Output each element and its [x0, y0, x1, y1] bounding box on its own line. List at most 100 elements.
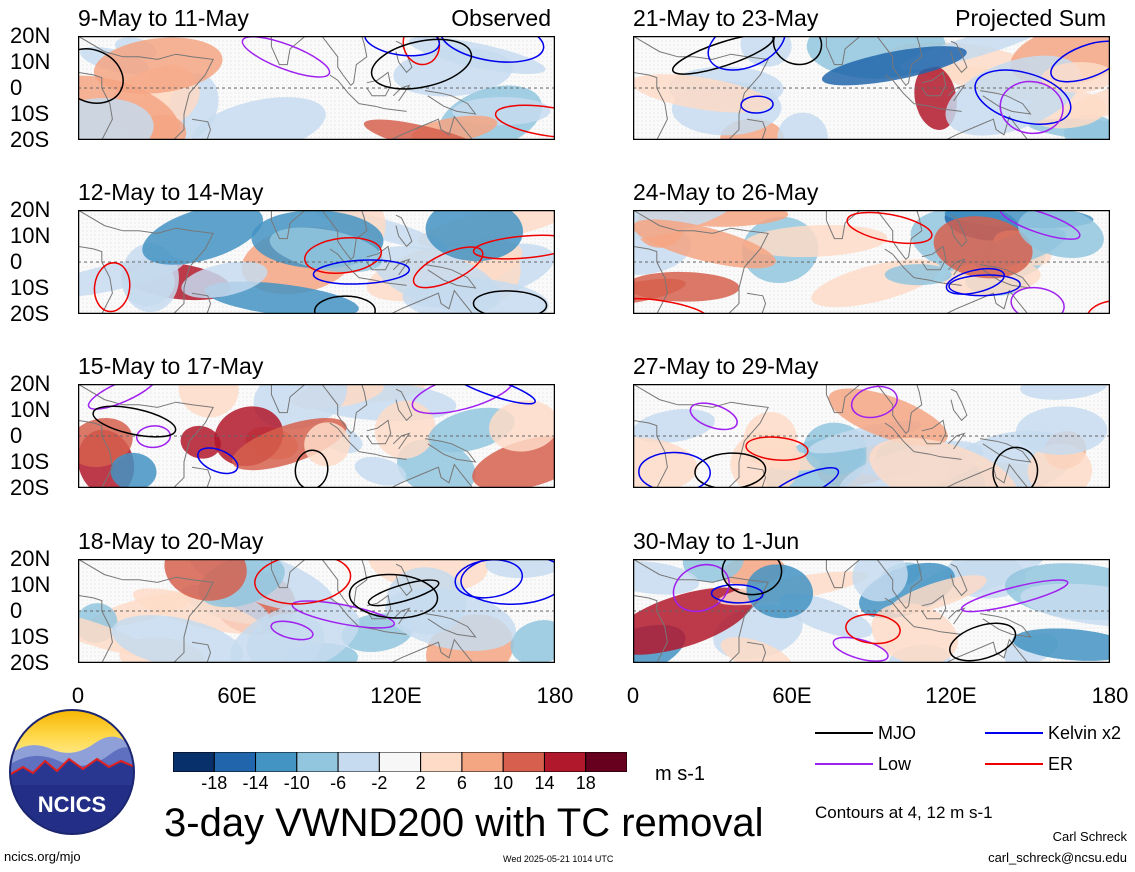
coastlines	[78, 36, 477, 140]
colorbar-bin	[502, 752, 545, 772]
map-panel	[78, 36, 555, 140]
lat-label: 0	[10, 75, 23, 100]
panel-title: 15-May to 17-May	[78, 353, 264, 379]
map-frame	[78, 384, 555, 488]
anomaly-shading	[633, 36, 1110, 140]
lon-label: 180	[536, 683, 574, 708]
colorbar-tick-label: 2	[415, 773, 426, 793]
legend-swatch	[985, 763, 1043, 765]
lat-label: 20N	[10, 546, 51, 571]
lon-label: 60E	[217, 683, 257, 708]
colorbar-bin	[337, 752, 380, 772]
colorbar-tick-label: 18	[575, 773, 596, 793]
anomaly-shading	[633, 384, 1108, 488]
colorbar-bin	[255, 752, 298, 772]
map-frame	[78, 210, 555, 314]
panel-title: 9-May to 11-May	[78, 5, 249, 31]
colorbar-bin	[585, 752, 627, 772]
lat-label: 10S	[10, 275, 50, 300]
lat-label: 20S	[10, 650, 50, 675]
lat-label: 20N	[10, 23, 51, 48]
filter-contours	[672, 559, 1069, 662]
lat-label: 10S	[10, 101, 50, 126]
timestamp: Wed 2025-05-21 1014 UTC	[503, 854, 614, 864]
map-panel	[633, 384, 1110, 488]
legend-label: Kelvin x2	[1048, 723, 1122, 743]
ncics-logo: NCICS	[9, 709, 135, 835]
lat-label: 20S	[10, 301, 50, 326]
lon-label: 120E	[925, 683, 977, 708]
colorbar-bin	[543, 752, 587, 772]
legend-label: MJO	[878, 723, 916, 743]
map-frame	[633, 384, 1110, 488]
map-panel	[633, 559, 1110, 663]
coastlines	[78, 559, 477, 663]
filter-contours	[633, 210, 1110, 314]
lat-label: 10N	[10, 572, 51, 597]
filter-contours	[671, 36, 1110, 135]
filter-contours	[87, 384, 536, 488]
lon-label: 60E	[772, 683, 812, 708]
colorbar-tick-label: 14	[534, 773, 555, 793]
map-frame	[78, 559, 555, 663]
map-panel	[78, 384, 555, 488]
map-frame	[633, 210, 1110, 314]
legend-label: Low	[878, 754, 912, 774]
lat-label: 20S	[10, 127, 50, 152]
filter-contours	[93, 234, 555, 314]
map-panel	[633, 36, 1110, 140]
author-email[interactable]: carl_schreck@ncsu.edu	[988, 850, 1127, 865]
lat-label: 10N	[10, 397, 51, 422]
lon-label: 120E	[370, 683, 422, 708]
panel-title: 18-May to 20-May	[78, 528, 264, 554]
panel-tag: Projected Sum	[955, 5, 1106, 31]
site-link[interactable]: ncics.org/mjo	[4, 849, 81, 864]
colorbar-bin	[296, 752, 339, 772]
lat-label: 0	[10, 249, 23, 274]
map-panel	[633, 210, 1110, 314]
colorbar-units: m s-1	[655, 763, 705, 785]
colorbar-tick-label: -10	[283, 773, 310, 793]
coastlines	[633, 384, 1032, 488]
lon-label: 0	[71, 683, 85, 708]
lat-label: 0	[10, 423, 23, 448]
colorbar-bin	[378, 752, 422, 772]
panel-title: 21-May to 23-May	[633, 5, 819, 31]
anomaly-shading	[78, 384, 555, 488]
map-panel	[78, 559, 555, 663]
coastlines	[78, 210, 477, 314]
colorbar-tick-label: 10	[493, 773, 514, 793]
map-frame	[78, 36, 555, 140]
colorbar-tick-label: 6	[456, 773, 467, 793]
coastlines	[78, 384, 477, 488]
coastlines	[633, 559, 1032, 663]
contour-note: Contours at 4, 12 m s-1	[815, 803, 993, 822]
colorbar-bin	[420, 752, 463, 772]
colorbar-bin	[213, 752, 257, 772]
lat-label: 10N	[10, 223, 51, 248]
lon-label: 0	[626, 683, 640, 708]
legend-swatch	[815, 732, 873, 734]
lat-label: 10S	[10, 624, 50, 649]
legend-swatch	[985, 732, 1043, 734]
lon-label: 180	[1091, 683, 1129, 708]
colorbar-tick-label: -6	[330, 773, 347, 793]
panel-title: 12-May to 14-May	[78, 179, 264, 205]
colorbar-bin	[173, 752, 215, 772]
lat-label: 20S	[10, 475, 50, 500]
map-frame	[633, 36, 1110, 140]
lat-label: 10S	[10, 449, 50, 474]
panel-title: 24-May to 26-May	[633, 179, 819, 205]
filter-contours	[638, 385, 1039, 488]
chart-title: 3-day VWND200 with TC removal	[164, 801, 764, 845]
coastlines	[633, 210, 1032, 314]
panel-title: 30-May to 1-Jun	[633, 528, 800, 554]
panel-tag: Observed	[451, 5, 551, 31]
logo-text: NCICS	[38, 792, 106, 817]
map-panel	[78, 210, 555, 314]
colorbar	[173, 752, 627, 772]
filter-contours	[78, 36, 555, 139]
lat-label: 10N	[10, 49, 51, 74]
panel-grid: 9-May to 11-May Observed 20N 10N 0 10S 20S 21-M…	[10, 5, 1128, 708]
author: Carl Schreck	[1052, 829, 1127, 844]
